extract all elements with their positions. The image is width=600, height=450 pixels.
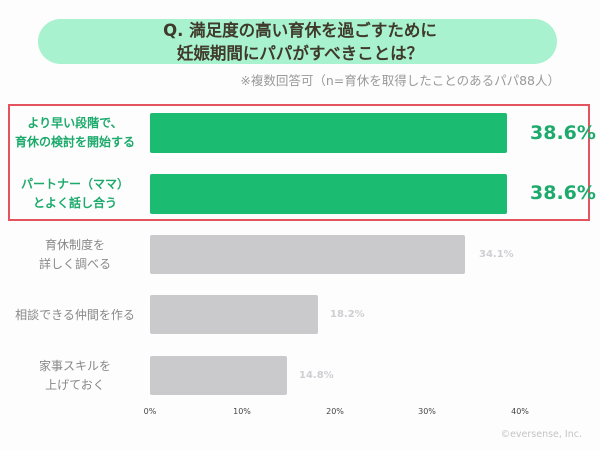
label-line: 相談できる仲間を作る	[15, 308, 135, 322]
chart-title: Q. 満足度の高い育休を過ごすために 妊娠期間にパパがすべきことは？	[0, 19, 600, 65]
bar-value: 38.6%	[530, 122, 596, 144]
bar-label: 家事スキルを 上げておく	[5, 357, 145, 395]
bar-1	[150, 113, 507, 153]
title-banner	[38, 19, 557, 64]
bar-2	[150, 174, 507, 214]
x-tick: 30%	[418, 407, 436, 416]
label-line: 家事スキルを	[38, 359, 111, 373]
label-line: とよく話し合う	[32, 196, 117, 210]
title-line-2: 妊娠期間にパパがすべきことは？	[176, 44, 424, 63]
x-tick: 40%	[511, 407, 529, 416]
bar-4	[150, 295, 318, 334]
label-line: パートナー（ママ）	[20, 177, 129, 191]
bar-5	[150, 356, 287, 395]
copyright: ©eversense, Inc.	[500, 429, 582, 440]
bar-label: パートナー（ママ） とよく話し合う	[5, 175, 145, 213]
bar-value: 34.1%	[479, 249, 514, 260]
label-line: 詳しく調べる	[38, 257, 111, 271]
x-tick: 10%	[233, 407, 251, 416]
title-line-1: Q. 満足度の高い育休を過ごすために	[163, 21, 437, 40]
bar-label: 相談できる仲間を作る	[5, 306, 145, 325]
bar-3	[150, 235, 465, 274]
highlight-box	[8, 104, 590, 221]
bar-label: より早い段階で、 育休の検討を開始する	[5, 114, 145, 152]
label-line: より早い段階で、	[27, 116, 123, 130]
x-tick: 0%	[143, 407, 157, 416]
bar-label: 育休制度を 詳しく調べる	[5, 236, 145, 274]
x-tick: 20%	[326, 407, 344, 416]
bar-value: 18.2%	[330, 309, 365, 320]
bar-value: 38.6%	[530, 182, 596, 204]
label-line: 育休の検討を開始する	[14, 135, 135, 149]
bar-value: 14.8%	[299, 370, 334, 381]
sample-note: ※複数回答可（n=育休を取得したことのあるパパ88人）	[240, 73, 560, 88]
label-line: 上げておく	[45, 378, 105, 392]
label-line: 育休制度を	[44, 238, 105, 252]
